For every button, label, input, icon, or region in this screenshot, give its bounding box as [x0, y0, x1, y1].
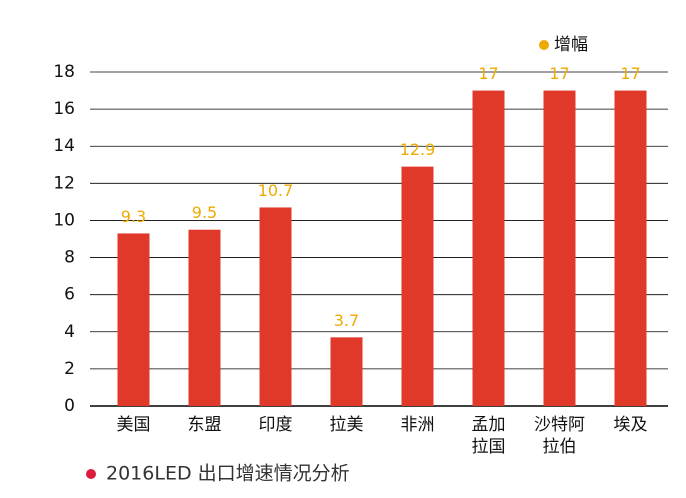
bar [543, 90, 576, 407]
y-tick-label: 12 [53, 173, 75, 193]
y-tick-label: 16 [53, 99, 75, 119]
value-label: 9.3 [121, 207, 146, 226]
value-label: 17 [620, 64, 640, 83]
bar [401, 166, 434, 406]
title-bullet [86, 469, 96, 479]
legend-marker [539, 40, 549, 50]
bar [614, 90, 647, 407]
x-tick-label: 埃及 [613, 415, 648, 435]
y-tick-label: 6 [64, 285, 75, 305]
y-tick-label: 18 [53, 62, 75, 82]
value-label: 17 [549, 64, 569, 83]
value-label: 3.7 [334, 311, 359, 330]
x-tick-label: 非洲 [400, 415, 435, 435]
x-tick-label: 孟加 拉国 [471, 415, 506, 457]
y-tick-label: 14 [53, 136, 75, 156]
y-tick-label: 4 [64, 322, 75, 342]
value-label: 9.5 [192, 203, 217, 222]
value-label: 12.9 [400, 140, 436, 159]
bar [188, 229, 221, 406]
bar [330, 337, 363, 406]
y-tick-label: 10 [53, 210, 75, 230]
y-tick-label: 0 [64, 396, 75, 416]
bar [259, 207, 292, 406]
legend-label: 增幅 [554, 35, 588, 55]
x-tick-label: 美国 [116, 415, 151, 435]
bar [472, 90, 505, 407]
value-label: 10.7 [258, 181, 294, 200]
y-tick-label: 2 [64, 359, 75, 379]
chart-title: 2016LED 出口增速情况分析 [106, 463, 350, 485]
x-tick-label: 东盟 [187, 415, 222, 435]
y-tick-label: 8 [64, 248, 75, 268]
x-tick-label: 拉美 [329, 415, 364, 435]
bar [117, 233, 150, 406]
x-tick-label: 沙特阿 拉伯 [534, 415, 585, 457]
x-tick-label: 印度 [258, 415, 293, 435]
value-label: 17 [478, 64, 498, 83]
